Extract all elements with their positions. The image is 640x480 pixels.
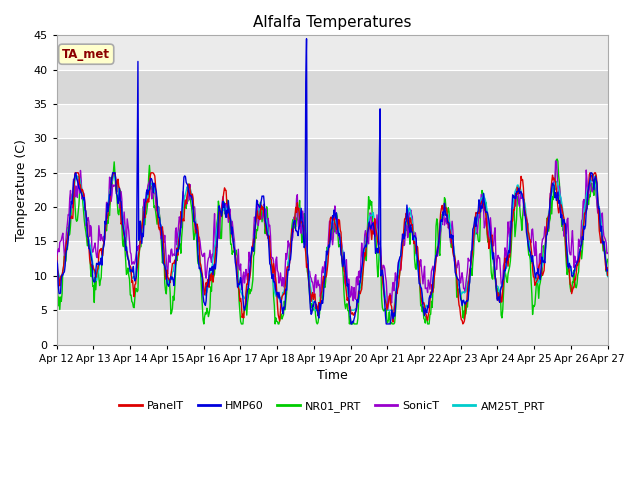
- Bar: [57, 36, 608, 70]
- Bar: [57, 173, 608, 207]
- Bar: [57, 241, 608, 276]
- Bar: [57, 138, 608, 173]
- Bar: [57, 207, 608, 241]
- Y-axis label: Temperature (C): Temperature (C): [15, 139, 28, 241]
- X-axis label: Time: Time: [317, 369, 348, 382]
- Bar: [57, 276, 608, 310]
- Title: Alfalfa Temperatures: Alfalfa Temperatures: [253, 15, 412, 30]
- Legend: PanelT, HMP60, NR01_PRT, SonicT, AM25T_PRT: PanelT, HMP60, NR01_PRT, SonicT, AM25T_P…: [115, 396, 549, 416]
- Text: TA_met: TA_met: [62, 48, 110, 60]
- Bar: [57, 104, 608, 138]
- Bar: [57, 70, 608, 104]
- Bar: [57, 310, 608, 345]
